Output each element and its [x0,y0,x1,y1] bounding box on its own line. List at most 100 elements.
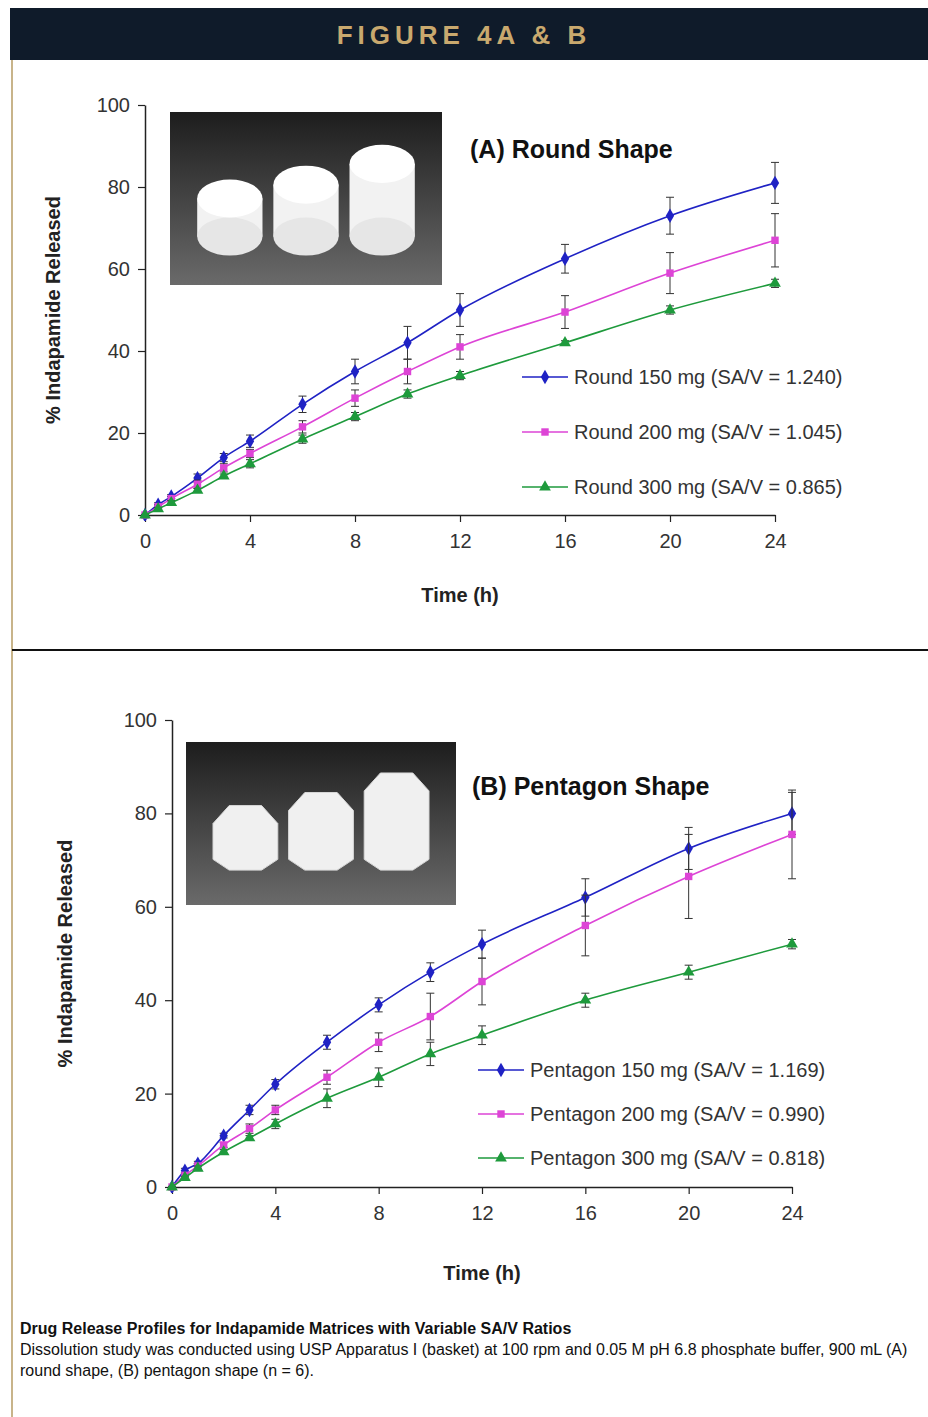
error-bar [404,326,412,359]
tablet [350,145,415,183]
error-bar [323,1035,331,1049]
y-tick-label: 100 [97,94,130,116]
y-tick-label: 40 [135,989,157,1011]
x-tick-label: 12 [471,1202,493,1224]
legend-item: Pentagon 150 mg (SA/V = 1.169) [478,1059,825,1081]
data-point [166,1180,178,1190]
error-bar [771,214,779,267]
data-point [192,1162,204,1172]
series-line [172,813,792,1187]
x-tick: 16 [575,1187,597,1224]
error-bar-cap [323,1088,331,1089]
y-tick-mark [138,269,145,270]
x-tick-mark [355,515,356,522]
tablet [364,773,429,870]
legend-item: Round 150 mg (SA/V = 1.240) [522,366,843,388]
x-tick: 4 [270,1187,281,1224]
error-bar [323,1070,331,1084]
data-point [579,993,591,1003]
data-point [269,1117,281,1127]
data-point [561,308,568,315]
data-point [351,394,358,401]
error-bar-cap [581,878,589,879]
x-tick-mark [670,515,671,522]
y-tick-label: 40 [108,340,130,362]
error-bar-cap [561,273,569,274]
x-tick-label: 0 [167,1202,178,1224]
x-tick-label: 16 [575,1202,597,1224]
data-point [788,831,795,838]
x-tick: 20 [678,1187,700,1224]
data-point [351,364,359,378]
data-point [402,387,414,397]
data-point [456,343,463,350]
error-bar-cap [404,359,412,360]
figure: FIGURE 4A & B04812162024020406080100Time… [0,0,928,1417]
error-bar-cap [666,314,674,315]
data-point [404,368,411,375]
legend: Round 150 mg (SA/V = 1.240)Round 200 mg … [522,366,843,498]
error-bar-cap [246,1123,254,1124]
error-bar [561,244,569,273]
data-point [152,502,164,512]
x-tick-mark [275,1187,276,1194]
data-point [272,1106,279,1113]
chart: 04812162024020406080100Time (h)% Indapam… [42,94,843,606]
data-point [218,469,230,479]
photo [186,742,456,905]
error-bar [666,197,674,234]
y-tick-label: 20 [108,422,130,444]
data-point [476,1028,488,1038]
legend-item: Pentagon 200 mg (SA/V = 0.990) [478,1103,825,1125]
x-tick: 24 [764,515,786,552]
data-point [246,434,254,448]
x-tick: 12 [449,515,471,552]
error-bar-cap [426,981,434,982]
y-tick-label: 0 [119,504,130,526]
x-tick-label: 8 [374,1202,385,1224]
error-bar [581,895,589,956]
x-axis-title: Time (h) [443,1262,520,1284]
error-bar-cap [685,979,693,980]
caption-text: Dissolution study was conducted using US… [20,1339,910,1381]
error-bar-cap [478,1004,486,1005]
data-point [424,1047,436,1057]
error-bar [456,294,464,327]
error-bar-cap [299,443,307,444]
y-axis: 020406080100 [97,94,146,526]
y-tick: 60 [135,896,172,918]
error-bar-cap [375,1067,383,1068]
y-axis-line [172,721,174,1188]
error-bar-cap [771,213,779,214]
x-tick-label: 8 [350,530,361,552]
plot-area [166,790,798,1193]
error-bar [771,162,779,203]
photo [170,112,442,285]
error-bar [404,359,412,384]
error-bar-cap [271,1114,279,1115]
tablet [213,806,278,871]
error-bar-cap [666,197,674,198]
y-tick-label: 0 [146,1176,157,1198]
separator [12,649,928,651]
series [141,162,779,521]
data-point [375,1039,382,1046]
x-tick-label: 12 [449,530,471,552]
error-bar [478,958,486,1005]
y-tick: 100 [124,709,172,731]
y-tick-mark [138,351,145,352]
y-tick-label: 60 [108,258,130,280]
error-bar [561,296,569,329]
error-bar-cap [351,383,359,384]
data-point [192,484,204,494]
y-tick: 20 [108,422,145,444]
data-point [218,1145,230,1155]
data-point [685,873,692,880]
data-point [427,1013,434,1020]
error-bar-cap [666,293,674,294]
error-bar-cap [375,1032,383,1033]
error-bar [351,390,359,406]
data-point [323,1074,330,1081]
data-point [478,937,486,951]
y-tick-mark [138,105,145,106]
